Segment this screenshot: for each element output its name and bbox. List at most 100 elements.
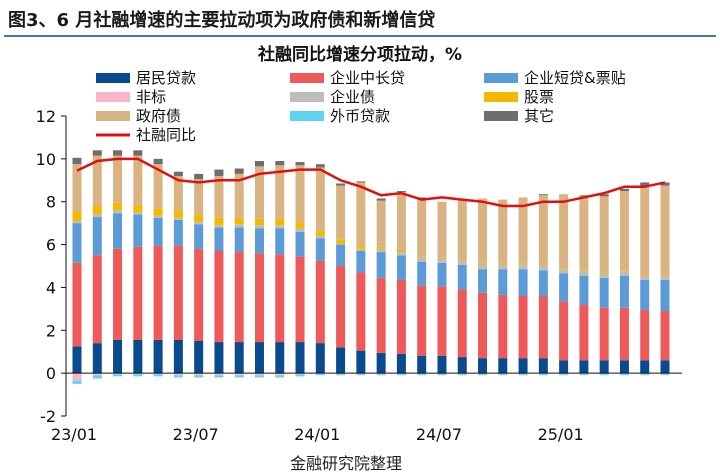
bar-segment — [559, 374, 569, 376]
bar-segment — [478, 263, 488, 265]
bar-segment — [579, 196, 589, 271]
bar-segment — [437, 262, 447, 287]
bar-segment — [579, 270, 589, 272]
bar-segment — [376, 200, 386, 247]
bar-segment — [315, 374, 325, 376]
bar-segment — [417, 197, 427, 199]
bar-segment — [336, 185, 346, 240]
bar-segment — [315, 238, 325, 261]
bar-segment — [559, 268, 569, 270]
bar-segment — [173, 171, 183, 176]
bar-segment — [173, 373, 183, 376]
bar-segment — [113, 155, 123, 203]
bar-segment — [619, 270, 629, 272]
bar-segment — [194, 341, 204, 374]
bar-segment — [396, 249, 406, 253]
bar-segment — [559, 194, 569, 269]
bar-segment — [153, 164, 163, 209]
bar-segment — [234, 224, 244, 228]
bar-segment — [640, 185, 650, 275]
bar-segment — [92, 150, 102, 156]
bar-segment — [518, 373, 528, 375]
bar-segment — [478, 269, 488, 293]
bar-segment — [254, 225, 264, 229]
bar-segment — [275, 218, 285, 226]
bar-segment — [275, 161, 285, 166]
bar-segment — [113, 213, 123, 249]
bar-segment — [113, 339, 123, 374]
bar-segment — [92, 214, 102, 217]
legend-swatch — [484, 73, 518, 83]
bar-segment — [376, 277, 386, 353]
bar-segment — [498, 374, 508, 376]
bar-segment — [275, 228, 285, 255]
bar-segment — [457, 373, 467, 375]
bar-segment — [619, 188, 629, 191]
bar-segment — [356, 350, 366, 374]
bar-segment — [396, 353, 406, 374]
bar-segment — [538, 194, 548, 196]
bar-segment — [376, 252, 386, 278]
x-tick-label: 25/01 — [538, 425, 584, 444]
bar-segment — [315, 373, 325, 375]
bar-segment — [619, 307, 629, 361]
bar-segment — [133, 246, 143, 340]
bar-segment — [336, 374, 346, 376]
bar-segment — [640, 374, 650, 376]
bar-segment — [194, 222, 204, 225]
bar-segment — [660, 275, 670, 280]
figure-title: 图3、6 月社融增速的主要拉动项为政府债和新增信贷 — [8, 9, 435, 31]
bar-segment — [396, 373, 406, 375]
bar-segment — [295, 165, 305, 223]
bar-segment — [113, 150, 123, 156]
bar-segment — [619, 275, 629, 308]
bar-segment — [640, 274, 650, 276]
bar-segment — [72, 346, 82, 374]
bar-segment — [275, 375, 285, 378]
bar-segment — [417, 257, 427, 262]
bar-segment — [437, 373, 447, 375]
bar-segment — [478, 198, 488, 264]
legend-label: 企业债 — [330, 88, 375, 106]
bar-segment — [214, 176, 224, 218]
bar-segment — [396, 191, 406, 193]
x-tick-label: 24/01 — [294, 425, 340, 444]
bar-segment — [538, 373, 548, 375]
x-tick-label: 23/07 — [173, 425, 219, 444]
bar-segment — [498, 373, 508, 375]
bar-segment — [457, 260, 467, 265]
bar-segment — [579, 271, 589, 276]
bar-segment — [619, 374, 629, 376]
bar-segment — [254, 375, 264, 378]
bar-segment — [234, 375, 244, 378]
bar-segment — [275, 254, 285, 343]
bar-segment — [579, 360, 589, 374]
bar-segment — [153, 339, 163, 374]
bar-segment — [72, 223, 82, 263]
bar-segment — [295, 373, 305, 375]
legend-label: 非标 — [136, 88, 166, 106]
bar-segment — [113, 374, 123, 377]
bar-segment — [417, 373, 427, 375]
bar-segment — [194, 224, 204, 249]
bar-segment — [133, 373, 143, 375]
bar-segment — [376, 374, 386, 376]
bar-segment — [173, 176, 183, 211]
bar-segment — [376, 352, 386, 374]
bar-segment — [356, 272, 366, 351]
bar-segment — [599, 273, 609, 278]
y-tick-label: 10 — [36, 150, 56, 169]
bar-segment — [437, 201, 447, 258]
bar-segment — [599, 373, 609, 375]
bar-segment — [538, 264, 548, 271]
bar-segment — [275, 165, 285, 219]
source-note: 金融研究院整理 — [290, 454, 403, 473]
bar-segment — [599, 360, 609, 374]
bar-segment — [336, 373, 346, 375]
bar-segment — [113, 210, 123, 214]
bar-segment — [498, 294, 508, 359]
bar-segment — [295, 342, 305, 374]
bar-segment — [518, 197, 528, 263]
legend-label: 政府债 — [136, 107, 181, 125]
